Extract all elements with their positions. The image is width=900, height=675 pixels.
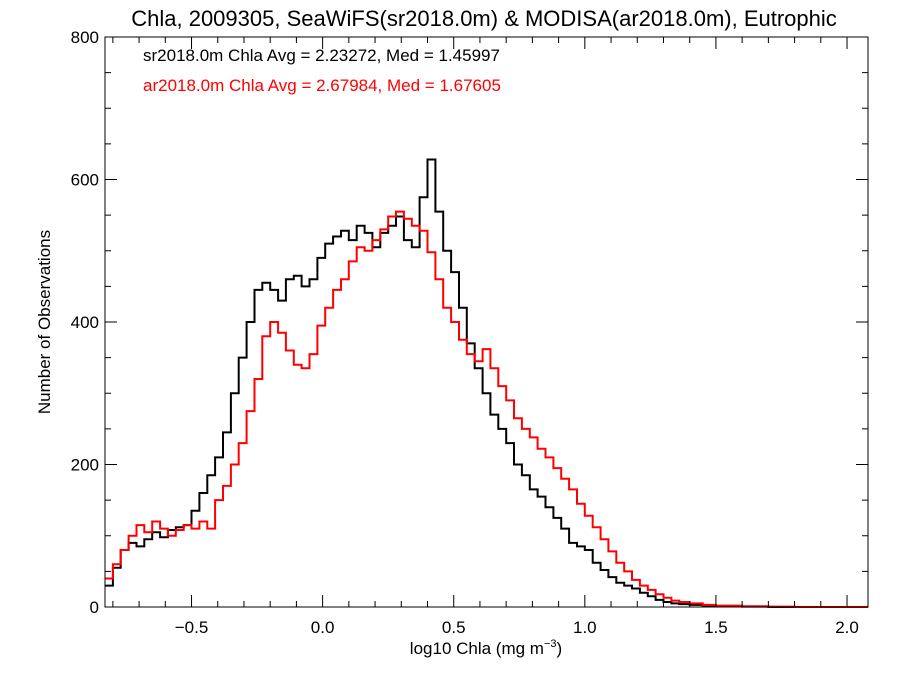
x-axis-label-main: log10 Chla (mg m [410,639,544,658]
x-tick-label: 0.5 [442,618,466,637]
y-axis-label: Number of Observations [35,230,54,414]
stat-line-ar: ar2018.0m Chla Avg = 2.67984, Med = 1.67… [143,76,501,95]
y-tick-label: 800 [71,28,99,47]
ticks-layer: −0.5 0.0 0.5 1.0 1.5 2.0 0 200 400 600 800 [71,28,868,637]
chart-title: Chla, 2009305, SeaWiFS(sr2018.0m) & MODI… [131,6,837,31]
plot-area: −0.5 0.0 0.5 1.0 1.5 2.0 0 200 400 600 800 [71,28,869,637]
x-axis-label: log10 Chla (mg m−3) [410,638,562,658]
x-axis-label-exponent: −3 [544,638,557,650]
x-tick-label: 2.0 [835,618,859,637]
y-tick-label: 0 [90,598,99,617]
x-tick-label: −0.5 [175,618,209,637]
x-tick-label: 0.0 [311,618,335,637]
x-tick-label: 1.0 [573,618,597,637]
stat-line-sr: sr2018.0m Chla Avg = 2.23272, Med = 1.45… [143,46,500,65]
y-tick-label: 400 [71,313,99,332]
series-layer [105,158,868,608]
x-axis-label-end: ) [557,639,563,658]
series-line-sr2018.0m [105,158,868,608]
x-tick-label: 1.5 [704,618,728,637]
y-tick-label: 600 [71,171,99,190]
stats-legend: sr2018.0m Chla Avg = 2.23272, Med = 1.45… [143,46,501,95]
series-line-ar2018.0m [105,210,868,608]
plot-frame [104,36,869,608]
y-tick-label: 200 [71,456,99,475]
